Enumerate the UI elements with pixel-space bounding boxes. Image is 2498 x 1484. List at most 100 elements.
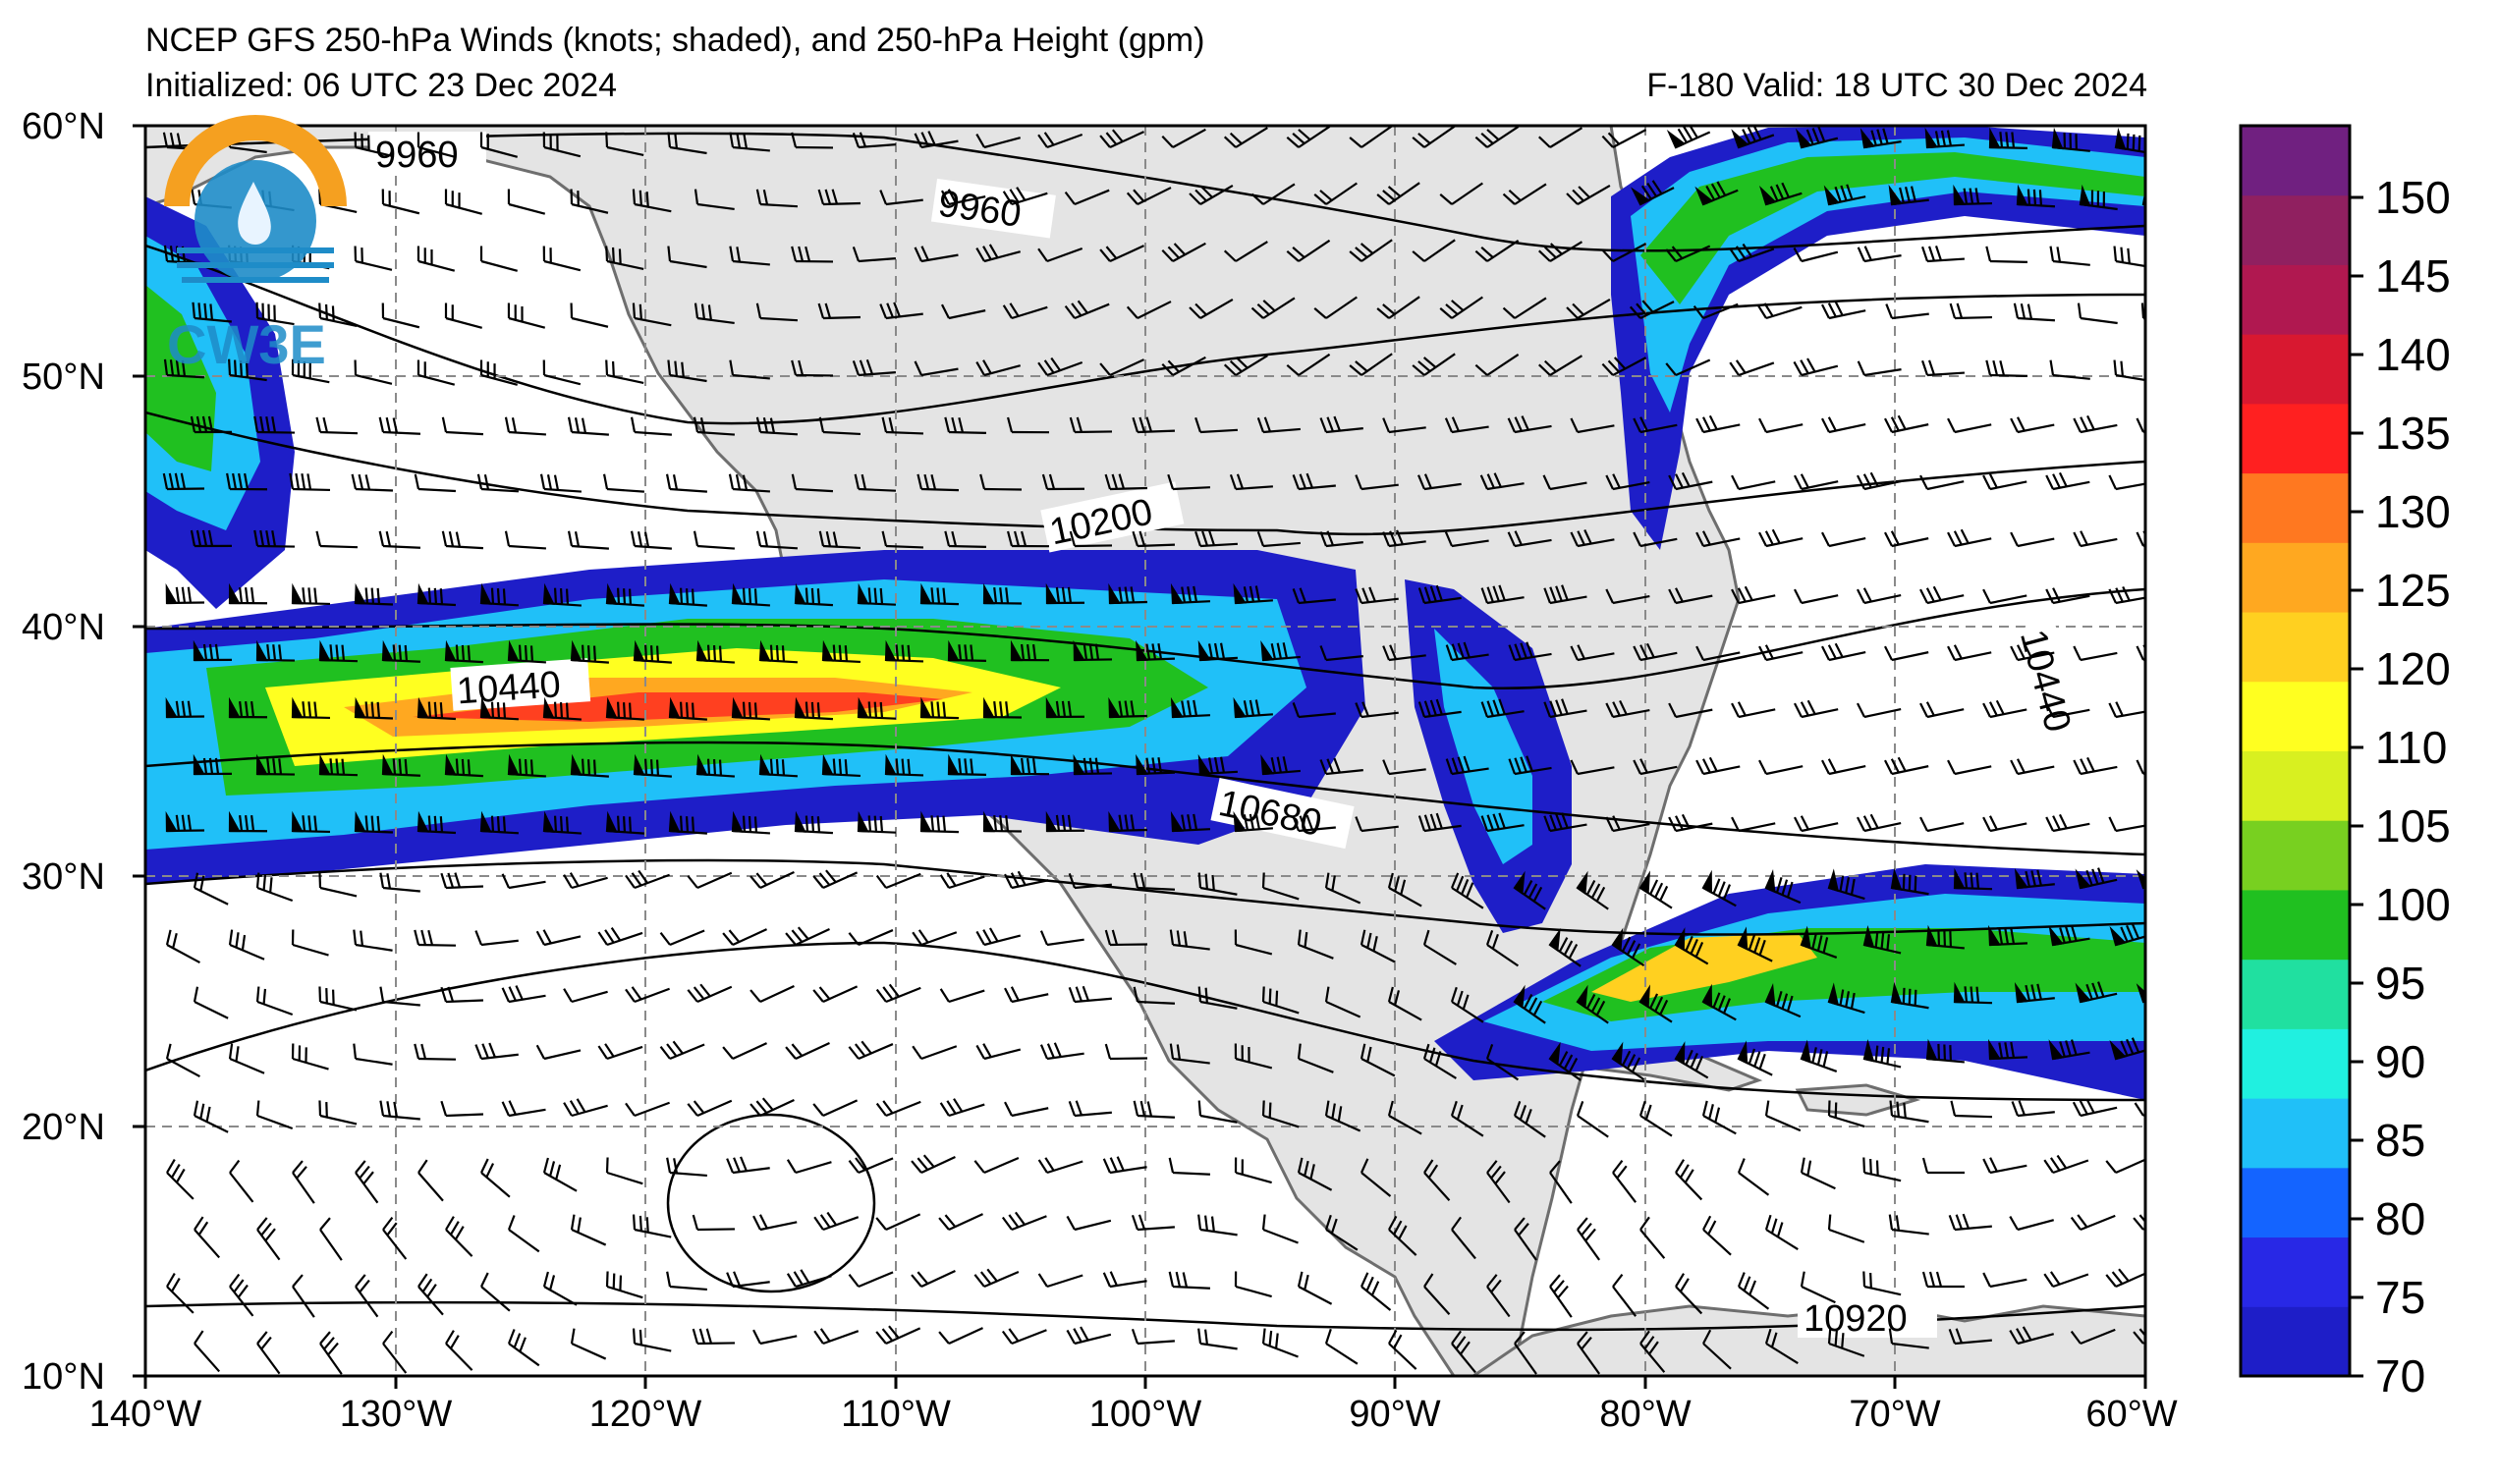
wind-barb bbox=[2049, 359, 2090, 380]
wind-barb bbox=[1731, 701, 1776, 719]
wind-barb bbox=[1256, 531, 1301, 548]
wind-barb bbox=[1068, 1100, 1112, 1118]
wind-barb bbox=[2043, 1271, 2089, 1289]
wind-barb bbox=[1261, 872, 1300, 901]
wind-barb bbox=[729, 132, 770, 152]
wind-barb bbox=[666, 1271, 707, 1292]
wind-barb bbox=[1695, 756, 1741, 776]
colorbar-segment bbox=[2241, 1028, 2350, 1099]
wind-barb bbox=[193, 872, 229, 906]
wind-barb bbox=[1197, 639, 1239, 662]
wind-barb bbox=[255, 986, 294, 1017]
wind-barb bbox=[1197, 753, 1239, 776]
wind-barb bbox=[2010, 642, 2055, 662]
wind-barb bbox=[318, 1100, 358, 1126]
wind-barb bbox=[1611, 1041, 1645, 1081]
wind-barb bbox=[381, 189, 420, 215]
wind-barb bbox=[1612, 1160, 1638, 1203]
valid-time: F-180 Valid: 18 UTC 30 Dec 2024 bbox=[1646, 67, 2147, 104]
wind-barb bbox=[255, 1100, 294, 1130]
wind-barb bbox=[563, 988, 608, 1004]
wind-barb bbox=[1947, 528, 1992, 548]
wind-barb bbox=[291, 582, 331, 606]
wind-barb bbox=[1638, 984, 1673, 1023]
wind-barb bbox=[1921, 1157, 1966, 1175]
wind-barb bbox=[1605, 588, 1650, 605]
wind-barb bbox=[192, 302, 232, 323]
wind-barb bbox=[2051, 127, 2090, 152]
wind-barb bbox=[633, 639, 672, 664]
wind-barb bbox=[563, 872, 608, 890]
wind-barb bbox=[1693, 302, 1739, 320]
wind-barb bbox=[1794, 473, 1839, 491]
wind-barb bbox=[1387, 1100, 1422, 1135]
lon-label: 70°W bbox=[1849, 1394, 1940, 1435]
wind-barb bbox=[1502, 183, 1547, 205]
wind-barb bbox=[542, 696, 582, 721]
colorbar-segment bbox=[2241, 681, 2350, 751]
wind-barb bbox=[2073, 414, 2118, 434]
wind-barb bbox=[1382, 417, 1426, 434]
wind-barb bbox=[1037, 132, 1083, 149]
lon-label: 120°W bbox=[589, 1394, 702, 1435]
wind-barb bbox=[378, 416, 421, 435]
wind-barb bbox=[1548, 927, 1582, 967]
wind-barb bbox=[2073, 645, 2118, 662]
colorbar-segment bbox=[2241, 750, 2350, 821]
wind-barb bbox=[758, 639, 798, 664]
wind-barb bbox=[602, 473, 644, 493]
wind-barb bbox=[1131, 1214, 1175, 1232]
colorbar-tick-label: 100 bbox=[2375, 879, 2451, 930]
colorbar-tick-label: 85 bbox=[2375, 1115, 2425, 1166]
wind-barb bbox=[1737, 1272, 1770, 1310]
wind-barb bbox=[1827, 868, 1865, 901]
wind-barb bbox=[1702, 1329, 1732, 1370]
wind-barb bbox=[2077, 302, 2118, 325]
wind-barb bbox=[351, 473, 394, 492]
wind-barb bbox=[1890, 867, 1929, 896]
wind-barb bbox=[1102, 1271, 1147, 1289]
wind-barb bbox=[2073, 756, 2118, 776]
wind-barb bbox=[381, 302, 420, 329]
wind-barb bbox=[255, 302, 295, 326]
wind-barb bbox=[1985, 359, 2028, 377]
wind-barb bbox=[1948, 1328, 1992, 1346]
wind-barb bbox=[354, 132, 393, 157]
wind-barb bbox=[1292, 814, 1336, 833]
wind-barb bbox=[665, 473, 707, 493]
wind-barb bbox=[1439, 182, 1483, 205]
wind-barb bbox=[504, 530, 546, 550]
wind-barb bbox=[605, 132, 644, 157]
wind-barb bbox=[1480, 584, 1525, 605]
wind-barb bbox=[1543, 698, 1587, 719]
wind-barb bbox=[255, 639, 296, 662]
wind-barb bbox=[2136, 759, 2145, 776]
wind-barb bbox=[1250, 297, 1296, 319]
wind-barb bbox=[163, 358, 204, 379]
wind-barb bbox=[1538, 241, 1583, 262]
wind-barb bbox=[1566, 299, 1611, 319]
wind-barb bbox=[1450, 872, 1484, 909]
wind-barb bbox=[1104, 929, 1148, 947]
wind-barb bbox=[1764, 1328, 1799, 1364]
wind-barb bbox=[1004, 1101, 1049, 1118]
wind-barb bbox=[633, 753, 672, 778]
wind-barb bbox=[1388, 1329, 1417, 1370]
wind-barb bbox=[2010, 416, 2055, 434]
wind-barb bbox=[441, 416, 484, 436]
wind-barb bbox=[625, 1101, 670, 1118]
wind-barb bbox=[919, 696, 960, 720]
wind-barb bbox=[1412, 239, 1456, 262]
wind-barb bbox=[1167, 473, 1211, 491]
wind-barb bbox=[228, 358, 267, 382]
wind-barb bbox=[441, 530, 484, 550]
wind-barb bbox=[353, 929, 393, 952]
wind-barb bbox=[1794, 815, 1839, 833]
wind-barb bbox=[1668, 587, 1713, 605]
wind-barb bbox=[755, 302, 799, 322]
wind-barb bbox=[382, 1330, 408, 1374]
wind-barb bbox=[692, 1214, 736, 1232]
wind-barb bbox=[1988, 127, 2028, 149]
wind-barb bbox=[973, 1156, 1020, 1175]
wind-barb bbox=[597, 926, 643, 947]
